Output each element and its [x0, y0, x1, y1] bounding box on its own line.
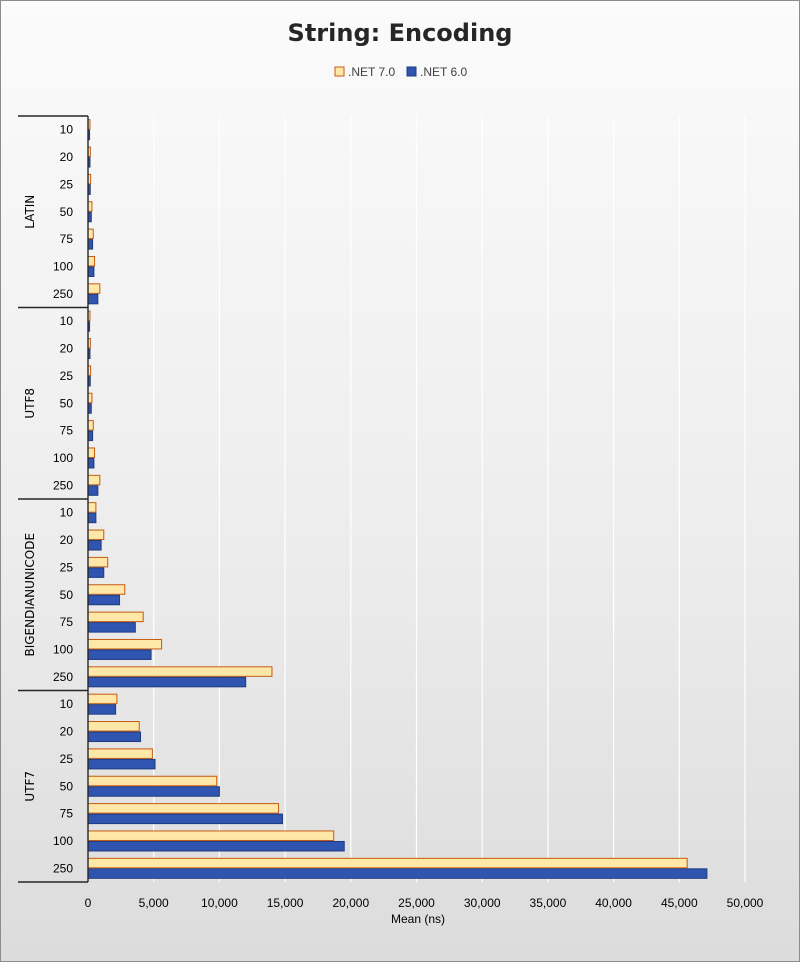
group-label: BIGENDIANUNICODE [23, 533, 37, 657]
bar-net6 [87, 540, 102, 551]
x-tick-label: 5,000 [139, 896, 169, 910]
chart-title: String: Encoding [288, 19, 513, 47]
x-tick-label: 0 [85, 896, 92, 910]
bar-net7 [87, 255, 96, 267]
gridlines [153, 116, 746, 882]
category-tick-label: 10 [60, 314, 74, 328]
legend-label-net7: .NET 7.0 [348, 65, 395, 79]
bar-net7 [87, 775, 218, 787]
category-tick-label: 250 [53, 861, 73, 875]
category-tick-label: 50 [60, 205, 74, 219]
bar-net7 [87, 529, 105, 541]
bar-net6 [87, 512, 97, 524]
x-tick-label: 15,000 [267, 896, 304, 910]
bar-net6 [87, 731, 142, 743]
bar-net7 [87, 748, 153, 759]
bar-net7 [87, 502, 97, 513]
category-tick-label: 250 [53, 478, 73, 492]
category-tick-label: 75 [60, 807, 74, 821]
bar-net7 [87, 556, 109, 568]
legend-swatch-net6 [406, 66, 417, 77]
category-tick-label: 50 [60, 588, 74, 602]
bar-net7 [87, 611, 144, 623]
category-axis: 10 20 25 50 75 100 250 LATIN 10 20 25 50 75 100 250 UTF… [18, 115, 89, 883]
bar-net7 [87, 830, 335, 841]
x-tick-label: 25,000 [398, 896, 435, 910]
bar-net6 [87, 266, 95, 277]
bar-net7 [87, 584, 126, 595]
category-tick-label: 100 [53, 834, 73, 848]
bars [87, 119, 708, 879]
x-tick-label: 30,000 [464, 896, 501, 910]
bar-net7 [87, 447, 96, 458]
category-tick-label: 250 [53, 287, 73, 301]
bar-net6 [87, 786, 220, 797]
group-label: LATIN [23, 195, 37, 229]
bar-net6 [87, 704, 117, 715]
bar-net7 [87, 857, 688, 869]
bar-net7 [87, 803, 280, 814]
x-tick-label: 10,000 [201, 896, 238, 910]
x-tick-label: 40,000 [595, 896, 632, 910]
x-tick-label: 45,000 [661, 896, 698, 910]
bar-net6 [87, 840, 345, 852]
bar-net6 [87, 758, 156, 770]
category-tick-label: 75 [60, 424, 74, 438]
bar-net6 [87, 868, 708, 879]
category-tick-label: 100 [53, 451, 73, 465]
bar-net6 [87, 813, 283, 825]
category-tick-label: 50 [60, 396, 74, 410]
category-tick-label: 100 [53, 259, 73, 273]
bar-net7 [87, 638, 163, 650]
bar-net6 [87, 594, 121, 606]
x-tick-label: 50,000 [727, 896, 764, 910]
bar-net6 [87, 457, 95, 469]
category-tick-label: 250 [53, 670, 73, 684]
bar-net6 [87, 485, 99, 496]
category-tick-label: 10 [60, 506, 74, 520]
bar-net6 [87, 649, 152, 660]
category-tick-label: 20 [60, 342, 74, 356]
category-tick-label: 10 [60, 697, 74, 711]
category-tick-label: 20 [60, 725, 74, 739]
bar-net7 [87, 721, 140, 732]
category-tick-label: 100 [53, 642, 73, 656]
x-tick-label: 35,000 [530, 896, 567, 910]
x-tick-label: 20,000 [332, 896, 369, 910]
category-tick-label: 25 [60, 177, 74, 191]
x-axis-title: Mean (ns) [391, 912, 445, 926]
bar-net6 [87, 676, 247, 688]
bar-net7 [87, 420, 94, 431]
legend: .NET 7.0 .NET 6.0 [334, 65, 467, 79]
category-tick-label: 20 [60, 533, 74, 547]
category-tick-label: 25 [60, 560, 74, 574]
category-tick-label: 20 [60, 150, 74, 164]
legend-label-net6: .NET 6.0 [420, 65, 467, 79]
value-axis: 0 5,000 10,000 15,000 20,000 25,000 30,000 35,0… [85, 896, 764, 910]
group-label: UTF7 [23, 771, 37, 802]
category-tick-label: 50 [60, 779, 74, 793]
bar-net7 [87, 693, 118, 705]
bar-net6 [87, 293, 99, 305]
bar-net7 [87, 228, 94, 240]
bar-net7 [87, 666, 273, 677]
group-label: UTF8 [23, 388, 37, 419]
category-tick-label: 75 [60, 615, 74, 629]
category-tick-label: 75 [60, 232, 74, 246]
category-tick-label: 10 [60, 123, 74, 137]
bar-net7 [87, 474, 101, 486]
category-tick-label: 25 [60, 752, 74, 766]
bar-net6 [87, 567, 105, 578]
category-tick-label: 25 [60, 369, 74, 383]
bar-net6 [87, 622, 136, 633]
bar-net7 [87, 283, 101, 294]
legend-swatch-net7 [334, 66, 345, 77]
